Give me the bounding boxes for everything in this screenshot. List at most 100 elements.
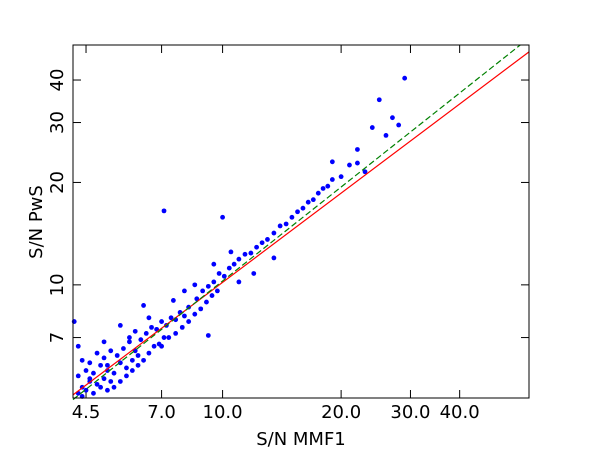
point (124, 373, 129, 379)
point (94, 381, 100, 387)
point (216, 271, 222, 276)
point (87, 376, 93, 382)
point (117, 323, 123, 328)
point (166, 335, 172, 340)
point (91, 370, 96, 376)
point (320, 186, 326, 191)
point (251, 271, 257, 276)
y-tick-label: 10 (47, 273, 68, 296)
point (198, 306, 204, 312)
point (101, 355, 107, 361)
point (347, 162, 352, 168)
point (91, 390, 96, 396)
point (211, 279, 217, 285)
point (300, 205, 306, 211)
point (149, 324, 154, 330)
point (236, 256, 242, 262)
point (105, 362, 110, 368)
point (98, 384, 103, 390)
x-tick-label: 4.5 (72, 402, 101, 423)
point (138, 337, 144, 343)
point (226, 265, 232, 271)
point (127, 335, 132, 340)
point (75, 373, 81, 379)
point (132, 328, 138, 334)
point (135, 362, 141, 368)
point (121, 346, 126, 351)
point (295, 209, 300, 215)
point (329, 177, 335, 182)
plot-frame (72, 44, 530, 399)
point (236, 279, 242, 285)
point (248, 250, 254, 256)
y-tick-label: 20 (47, 171, 68, 194)
point (396, 122, 402, 128)
point (111, 384, 117, 390)
y-tick-label: 30 (47, 111, 68, 134)
point (186, 319, 192, 324)
x-tick-label: 30.0 (390, 402, 430, 423)
point (277, 223, 283, 229)
x-tick-label: 40.0 (440, 402, 480, 423)
point (114, 353, 120, 358)
point (402, 75, 408, 81)
point (143, 330, 149, 336)
point (79, 357, 85, 363)
point (315, 190, 321, 196)
x-tick-label: 20.0 (321, 402, 361, 423)
point (355, 147, 360, 152)
point (305, 199, 311, 205)
y-tick-label: 40 (47, 69, 68, 92)
point (173, 330, 179, 336)
reference-line (72, 44, 521, 401)
point (146, 350, 152, 356)
point (170, 298, 176, 303)
point (194, 296, 200, 302)
point (161, 335, 167, 340)
point (329, 159, 335, 165)
point (151, 343, 157, 349)
point (129, 357, 135, 363)
point (87, 360, 93, 366)
point (214, 288, 220, 294)
point (228, 249, 234, 255)
point (101, 376, 107, 382)
point (220, 214, 225, 220)
point (362, 169, 368, 175)
y-tick-label: 7 (47, 332, 68, 343)
point (141, 357, 146, 363)
point (200, 288, 206, 294)
point (254, 244, 259, 250)
point (192, 282, 198, 288)
point (383, 132, 389, 138)
point (310, 197, 316, 203)
point (159, 319, 164, 324)
point (369, 125, 375, 130)
point (101, 339, 107, 345)
point (135, 353, 141, 358)
x-tick-label: 7.0 (147, 402, 176, 423)
point (283, 221, 289, 227)
reference-line (72, 51, 530, 396)
x-tick-label: 10.0 (203, 402, 243, 423)
point (161, 208, 167, 214)
point (159, 343, 164, 349)
point (231, 261, 237, 267)
point (108, 379, 114, 384)
x-axis-label: S/N MMF1 (256, 429, 346, 450)
point (182, 313, 187, 319)
point (94, 350, 100, 356)
point (209, 293, 215, 298)
point (182, 288, 187, 294)
point (141, 303, 146, 308)
point (376, 97, 382, 103)
point (242, 251, 248, 257)
point (211, 261, 217, 267)
point (204, 299, 209, 305)
point (338, 174, 344, 180)
point (289, 214, 295, 220)
point (111, 370, 117, 376)
y-axis-label: S/N PwS (26, 185, 47, 259)
point (259, 240, 265, 246)
